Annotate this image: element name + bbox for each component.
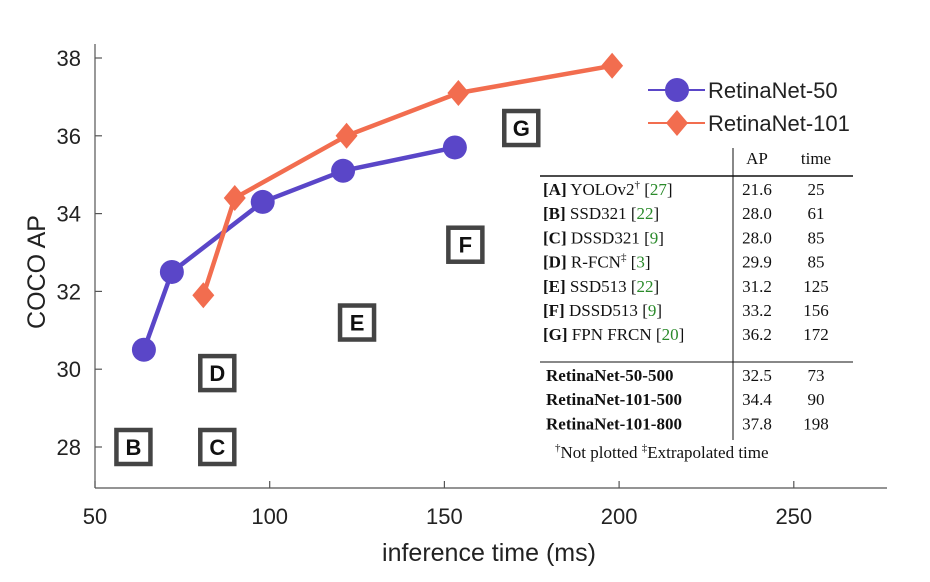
point-box	[198, 427, 237, 467]
point-box	[114, 427, 153, 467]
y-tick-label: 38	[57, 46, 81, 71]
table-time: 61	[808, 204, 825, 223]
y-tick-label: 36	[57, 124, 81, 149]
data-point	[131, 337, 156, 362]
table-time: 125	[803, 277, 829, 296]
legend-marker	[665, 78, 689, 102]
table-row: [D] R-FCN‡ [3] 29.9 85	[543, 252, 825, 272]
point-e: E	[337, 303, 377, 342]
table-ap: 34.4	[742, 390, 772, 409]
table-row: [E] SSD513 [22] 31.2 125	[543, 277, 829, 296]
point-b: B	[114, 427, 153, 467]
series-retinanet-50	[131, 135, 467, 362]
x-tick-label: 50	[83, 504, 107, 529]
point-label: G	[513, 116, 530, 141]
legend-label: RetinaNet-50	[708, 78, 838, 103]
table-time: 85	[808, 253, 825, 272]
point-box	[446, 225, 485, 264]
x-tick-label: 100	[251, 504, 288, 529]
data-point	[223, 185, 246, 212]
comparison-table: AP time [A] YOLOv2† [27] 21.6 25 [B] SSD321 […	[540, 148, 853, 462]
point-g: G	[502, 108, 541, 148]
table-row: [G] FPN FRCN [20] 36.2 172	[543, 325, 829, 344]
table-method: [E] SSD513 [22]	[543, 277, 659, 296]
table-row: [F] DSSD513 [9] 33.2 156	[543, 301, 829, 320]
data-point	[335, 122, 358, 149]
y-tick-label: 30	[57, 357, 81, 382]
table-method: [D] R-FCN‡ [3]	[543, 252, 651, 272]
y-tick-label: 34	[57, 202, 81, 227]
x-tick-label: 200	[601, 504, 638, 529]
legend-label: RetinaNet-101	[708, 111, 850, 136]
point-label: D	[209, 361, 225, 386]
table-method: [F] DSSD513 [9]	[543, 301, 662, 320]
table-ap: 21.6	[742, 180, 772, 199]
table-ap: 36.2	[742, 325, 772, 344]
point-box	[337, 303, 377, 342]
table-method: [C] DSSD321 [9]	[543, 228, 664, 247]
point-f: F	[446, 225, 485, 264]
table-method: RetinaNet-50-500	[546, 366, 673, 385]
x-tick-label: 150	[426, 504, 463, 529]
point-label: F	[459, 233, 472, 258]
legend-item: RetinaNet-101	[648, 110, 850, 136]
point-label: C	[209, 435, 225, 460]
table-method: RetinaNet-101-800	[546, 414, 682, 433]
point-label: E	[350, 311, 365, 336]
table-time: 172	[803, 325, 829, 344]
table-ap: 28.0	[742, 204, 772, 223]
table-row-ours: RetinaNet-101-800 37.8 198	[546, 414, 829, 433]
table-time: 198	[803, 414, 829, 433]
point-c: C	[198, 427, 237, 467]
point-d: D	[198, 353, 237, 393]
series-layer	[131, 52, 624, 362]
data-point	[601, 52, 624, 79]
table-ap: 33.2	[742, 301, 772, 320]
data-point	[442, 135, 467, 160]
axes: 28 30 32 34 36 38 50 100 150 200 250	[57, 44, 887, 529]
point-box	[198, 353, 237, 393]
table-time: 85	[808, 228, 825, 247]
table-ap: 28.0	[742, 228, 772, 247]
point-box	[502, 108, 541, 148]
y-axis-label: COCO AP	[23, 215, 51, 329]
table-ap: 37.8	[742, 414, 772, 433]
y-tick-label: 28	[57, 435, 81, 460]
data-point	[159, 259, 184, 284]
table-header-time: time	[801, 149, 831, 168]
data-point	[447, 80, 470, 107]
legend: RetinaNet-50 RetinaNet-101	[648, 78, 850, 136]
table-row: [A] YOLOv2† [27] 21.6 25	[543, 179, 825, 199]
labeled-points: B C D E F G	[114, 108, 541, 467]
table-ap: 29.9	[742, 253, 772, 272]
legend-marker	[666, 110, 688, 136]
table-header-ap: AP	[746, 149, 768, 168]
table-footnote: †Not plotted ‡Extrapolated time	[555, 442, 769, 462]
table-method: RetinaNet-101-500	[546, 390, 682, 409]
table-row: [B] SSD321 [22] 28.0 61	[543, 204, 825, 223]
x-tick-label: 250	[775, 504, 812, 529]
table-row-ours: RetinaNet-50-500 32.5 73	[546, 366, 825, 385]
table-method: [A] YOLOv2† [27]	[543, 179, 673, 199]
data-point	[331, 158, 356, 183]
series-retinanet-101	[192, 52, 624, 309]
y-tick-label: 32	[57, 279, 81, 304]
point-label: B	[125, 435, 141, 460]
data-point	[250, 189, 275, 214]
table-method: [B] SSD321 [22]	[543, 204, 659, 223]
table-method: [G] FPN FRCN [20]	[543, 325, 684, 344]
series-line	[141, 145, 456, 351]
table-time: 25	[808, 180, 825, 199]
table-ap: 31.2	[742, 277, 772, 296]
table-time: 73	[808, 366, 825, 385]
x-axis-label: inference time (ms)	[382, 539, 596, 567]
table-time: 156	[803, 301, 829, 320]
table-ap: 32.5	[742, 366, 772, 385]
legend-item: RetinaNet-50	[648, 78, 838, 103]
table-row-ours: RetinaNet-101-500 34.4 90	[546, 390, 825, 409]
data-point	[192, 282, 215, 309]
table-time: 90	[808, 390, 825, 409]
table-row: [C] DSSD321 [9] 28.0 85	[543, 228, 825, 247]
